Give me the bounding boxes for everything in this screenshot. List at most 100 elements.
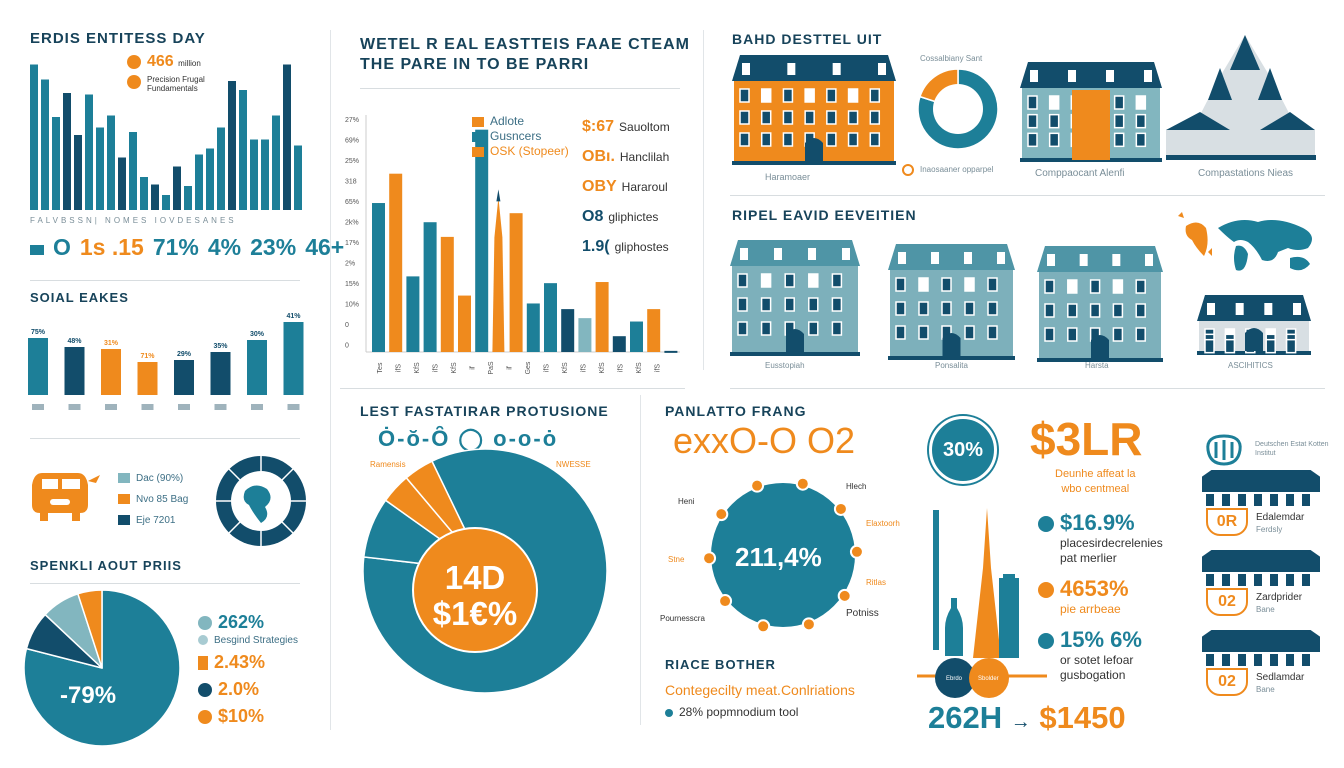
x-tick-label: ifS: [655, 364, 662, 373]
small-donut-chart: [917, 68, 999, 150]
car-legend: Dac (90%) Nvo 85 Bag Eje 7201: [118, 468, 188, 531]
y-tick-label: 17%: [345, 240, 359, 247]
legend-label: OSK (Stopeer): [490, 144, 569, 158]
base: [730, 352, 860, 356]
building-label: Haramoaer: [765, 172, 811, 182]
bar: [458, 295, 471, 352]
church-spires: [1166, 35, 1315, 130]
window: [760, 273, 772, 288]
tower-illustration: [917, 508, 1047, 698]
headline-sub-line: Deunhe affeat la: [1055, 468, 1136, 480]
x-tick-label: KfS: [636, 362, 643, 374]
stat-icon: [30, 245, 44, 255]
stat-item: OBY Hararoul: [582, 172, 670, 202]
stat-item: 15% 6% or sotet lefoar gusbogation: [1038, 627, 1163, 683]
bar: [210, 352, 231, 395]
bar: [96, 127, 104, 210]
door: [1245, 328, 1263, 351]
circle-label: Ritlas: [866, 578, 887, 587]
stat-label: Hararoul: [621, 180, 668, 194]
stat-item: O8 gliphictes: [582, 202, 670, 232]
circle-dot: [750, 478, 765, 493]
bar: [561, 309, 575, 352]
stat-sub: gusbogation: [1060, 668, 1126, 682]
stat-label: Hanclilah: [619, 150, 670, 164]
y-tick-label: 2%: [345, 261, 355, 268]
chart1-stats: O 1s .15 71% 4% 23% 46+: [30, 234, 344, 261]
x-tick-label: ifS: [581, 364, 588, 373]
window: [1224, 338, 1236, 354]
window: [826, 132, 837, 147]
bar: [206, 148, 214, 210]
circle-dot: [702, 551, 717, 566]
window: [1135, 279, 1146, 294]
bar-value-label: 35%: [213, 343, 228, 350]
window: [737, 297, 748, 312]
bar: [250, 139, 258, 210]
chart1-bars: [30, 64, 302, 210]
bar-value-label: 75%: [31, 329, 46, 336]
donut-small-legend: Inaosaaner opparpel: [902, 164, 993, 176]
window: [1112, 279, 1124, 294]
stat: 71%: [152, 234, 199, 260]
tower-label: Ebrdo: [946, 676, 963, 682]
circle-dot: [837, 588, 852, 603]
chart2-title: SOIAL EAKES: [30, 290, 129, 305]
sub-text: Contegecilty meat.Conlriations: [665, 682, 855, 698]
window: [739, 88, 750, 103]
bar: [492, 197, 505, 352]
row-windows: [1206, 574, 1316, 586]
window: [1135, 132, 1147, 148]
circle-label: Stne: [668, 555, 685, 564]
dormer: [808, 248, 816, 260]
window: [831, 321, 843, 336]
y-tick-label: 2k%: [345, 220, 359, 227]
tower-label: Sbolder: [978, 676, 999, 682]
x-tick-label: [105, 404, 117, 410]
window: [895, 277, 906, 292]
building-label: Ponsalita: [935, 361, 968, 370]
legend-label: Eje 7201: [136, 515, 176, 526]
window: [987, 325, 998, 340]
x-tick-label: [68, 404, 81, 410]
dormer: [1293, 303, 1301, 315]
window: [1113, 113, 1125, 129]
percent-circle: 30%: [929, 416, 997, 484]
window: [869, 132, 881, 147]
window: [782, 110, 794, 125]
row-badge: 02: [1206, 668, 1248, 696]
stat-sub: placesirdecrelenies: [1060, 536, 1163, 550]
y-tick-label: 15%: [345, 281, 359, 288]
stat-value: 4653%: [1060, 576, 1129, 601]
row-label: Sedlamdar: [1256, 672, 1305, 683]
window: [918, 325, 929, 340]
bar: [28, 338, 48, 395]
row-label: Edalemdar: [1256, 512, 1305, 523]
donut-label-left: Ramensis: [370, 460, 406, 469]
bar: [647, 309, 661, 352]
column-divider: [703, 30, 704, 370]
dormer: [898, 252, 906, 264]
window: [1027, 95, 1038, 110]
x-tick-label: KfS: [599, 362, 606, 374]
bar: [578, 318, 592, 352]
window: [1048, 113, 1060, 129]
window: [847, 132, 859, 147]
roof: [1197, 295, 1311, 321]
bullet-text: 28% popmnodium tool: [679, 705, 799, 719]
bar: [239, 90, 247, 210]
stats-list: $16.9% placesirdecrelenies pat merlier 4653…: [1038, 510, 1163, 693]
stat-sub: pie arrbeae: [1060, 602, 1121, 616]
door: [1091, 335, 1109, 358]
x-tick-label: if: [507, 366, 514, 370]
window: [1285, 338, 1297, 354]
roof: [732, 55, 896, 81]
sub-title: RIACE BOTHER: [665, 657, 776, 672]
buildings-title: BAHD DESTTEL UIT: [732, 31, 883, 47]
divider: [360, 88, 680, 89]
x-tick-label: [287, 404, 300, 410]
window: [1135, 327, 1146, 342]
circle-label: Hlech: [846, 482, 867, 491]
donut-small-title: Cossalbiany Sant: [920, 54, 983, 63]
divider: [30, 280, 300, 281]
